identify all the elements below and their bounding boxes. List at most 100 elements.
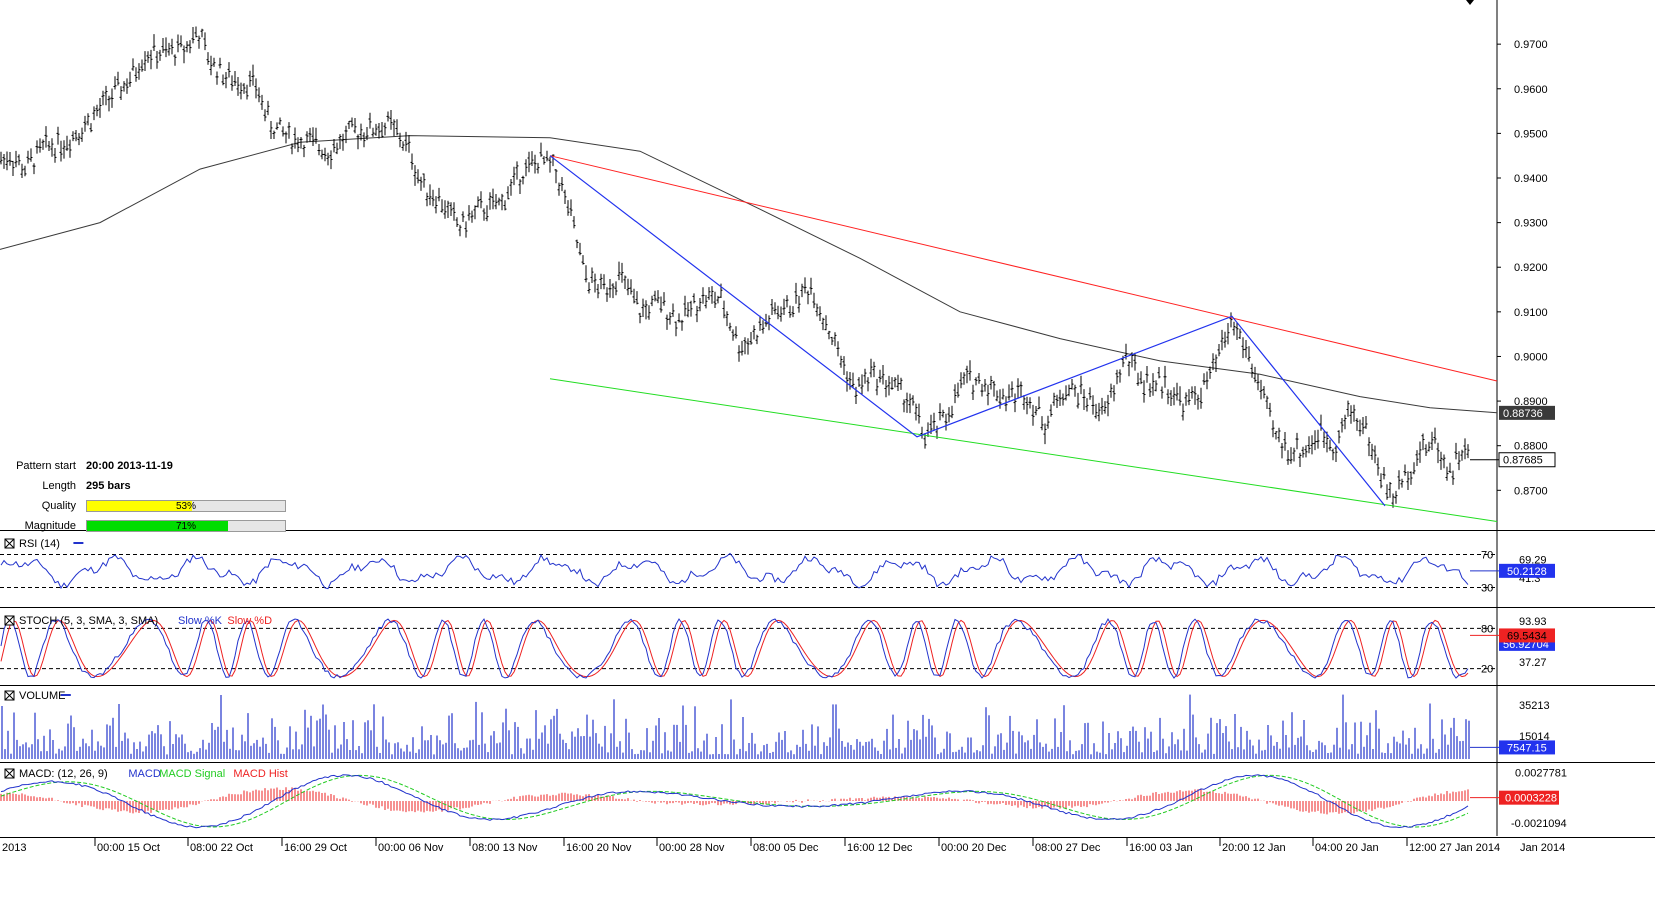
magnitude-percent: 71% <box>175 521 196 532</box>
pattern-start-value: 20:00 2013-11-19 <box>86 460 173 472</box>
price-bars <box>0 26 1470 508</box>
price-tick-label: 0.9600 <box>1514 84 1548 96</box>
stoch-level-label: 80 <box>1481 623 1493 635</box>
price-tick-label: 0.9700 <box>1514 39 1548 51</box>
time-tick-label: 08:00 22 Oct <box>190 842 253 854</box>
price-tick-label: 0.9500 <box>1514 128 1548 140</box>
macd-signal-line <box>0 774 1469 828</box>
pane-close-icon-cross <box>4 690 15 701</box>
pattern-length-row: Length 295 bars <box>0 478 300 494</box>
scroll-marker-icon[interactable] <box>1466 0 1474 5</box>
pane-close-icon-cross <box>4 538 15 549</box>
rsi-current-label: 50.2128 <box>1507 566 1547 578</box>
pane-title: VOLUME <box>19 690 65 702</box>
time-tick-label: 2013 <box>2 842 26 854</box>
time-axis: 2013 00:00 15 Oct 08:00 22 Oct 16:00 29 Oct… <box>2 838 1565 854</box>
pane-legend-entry: Slow %K <box>178 615 223 627</box>
pane-header: STOCH (5, 3, SMA, 3, SMA) Slow %K Slow %D <box>4 615 272 627</box>
time-tick-label: 08:00 05 Dec <box>753 842 819 854</box>
time-tick-label: 20:00 12 Jan <box>1222 842 1286 854</box>
time-tick-label: Jan 2014 <box>1520 842 1565 854</box>
current-price-label: 0.87685 <box>1503 455 1543 467</box>
stoch-slow-k-line <box>0 617 1469 679</box>
volume-current-box <box>1499 740 1555 755</box>
lower-trend-line <box>549 378 1498 523</box>
time-tick-label: 00:00 28 Nov <box>659 842 725 854</box>
ma-value-box <box>1499 405 1555 420</box>
pane-header: RSI (14) <box>4 538 84 550</box>
quality-label: Quality <box>41 500 76 512</box>
pane-legend-entry: Slow %D <box>227 615 272 627</box>
pattern-length-value: 295 bars <box>86 480 131 492</box>
macd-line <box>0 774 1469 829</box>
pane-title: RSI (14) <box>19 538 60 550</box>
magnitude-label: Magnitude <box>24 520 76 532</box>
stoch-right-label: 93.93 <box>1519 616 1547 628</box>
pane-legend-entry: MACD Hist <box>233 768 287 780</box>
time-tick-label: 08:00 27 Dec <box>1035 842 1101 854</box>
price-tick-label: 0.8900 <box>1514 396 1548 408</box>
volume-right-label: 15014 <box>1519 731 1550 743</box>
price-tick-label: 0.9100 <box>1514 307 1548 319</box>
price-tick-label: 0.9400 <box>1514 173 1548 185</box>
time-tick-label: 08:00 13 Nov <box>472 842 538 854</box>
rsi-line <box>0 552 1469 590</box>
price-tick-label: 0.9200 <box>1514 262 1548 274</box>
rsi-current-box <box>1499 563 1555 578</box>
volume-right-label: 35213 <box>1519 700 1550 712</box>
volume-current-label: 7547.15 <box>1507 742 1547 754</box>
price-tick-label: 0.9300 <box>1514 218 1548 230</box>
time-tick-label: 00:00 15 Oct <box>97 842 160 854</box>
time-tick-label: 16:00 20 Nov <box>566 842 632 854</box>
moving-average-line <box>0 135 1498 414</box>
time-tick-label: 16:00 03 Jan <box>1129 842 1193 854</box>
time-tick-label: 16:00 12 Dec <box>847 842 913 854</box>
pane-header: VOLUME <box>4 690 71 702</box>
macd-right-label: 0.0027781 <box>1515 767 1567 779</box>
price-pane: 0.9700 0.9600 0.9500 0.9400 0.9300 0.9200 0.91… <box>0 0 1556 523</box>
time-tick-label: 04:00 20 Jan <box>1315 842 1379 854</box>
macd-current-label: 0.0003228 <box>1505 793 1557 805</box>
price-tick-label: 0.8700 <box>1514 485 1548 497</box>
pane-close-icon-cross <box>4 768 15 779</box>
time-tick-label: 12:00 27 Jan 2014 <box>1409 842 1500 854</box>
quality-bar-fill <box>87 501 192 511</box>
macd-current-box <box>1499 790 1559 805</box>
macd-right-label: -0.0021094 <box>1511 818 1567 830</box>
quality-bar: 53% <box>86 500 286 512</box>
ma-value-label: 0.88736 <box>1503 408 1543 420</box>
pattern-length-label: Length <box>42 480 76 492</box>
quality-row: Quality 53% <box>0 498 300 514</box>
time-tick-label: 16:00 29 Oct <box>284 842 347 854</box>
stoch-level-label: 20 <box>1481 664 1493 676</box>
stoch-current-label: 69.5434 <box>1507 630 1547 642</box>
quality-percent: 53% <box>175 501 196 512</box>
rsi-level-label: 30 <box>1481 583 1493 595</box>
time-tick-label: 00:00 20 Dec <box>941 842 1007 854</box>
zigzag-pattern-line <box>549 155 1386 507</box>
stoch-slow-d-line <box>0 619 1469 678</box>
time-tick-label: 00:00 06 Nov <box>378 842 444 854</box>
rsi-right-label: 69.29 <box>1519 554 1547 566</box>
pattern-start-row: Pattern start 20:00 2013-11-19 <box>0 458 300 474</box>
stoch-current-box <box>1499 628 1555 643</box>
current-price-box <box>1498 452 1556 468</box>
pane-frames <box>0 0 1655 838</box>
rsi-level-label: 70 <box>1481 550 1493 562</box>
pane-close-icon-cross <box>4 615 15 626</box>
price-tick-label: 0.9000 <box>1514 351 1548 363</box>
price-tick-label: 0.8800 <box>1514 441 1548 453</box>
magnitude-bar: 71% <box>86 520 286 532</box>
pattern-start-label: Pattern start <box>16 460 76 472</box>
upper-trend-line <box>549 155 1498 382</box>
pane-legend-entry: MACD <box>128 768 160 780</box>
magnitude-row: Magnitude 71% <box>0 518 300 534</box>
macd-pane: 0.0027781 -0.0021094 0.0003228 <box>0 767 1567 830</box>
pane-title: MACD: (12, 26, 9) <box>19 768 108 780</box>
